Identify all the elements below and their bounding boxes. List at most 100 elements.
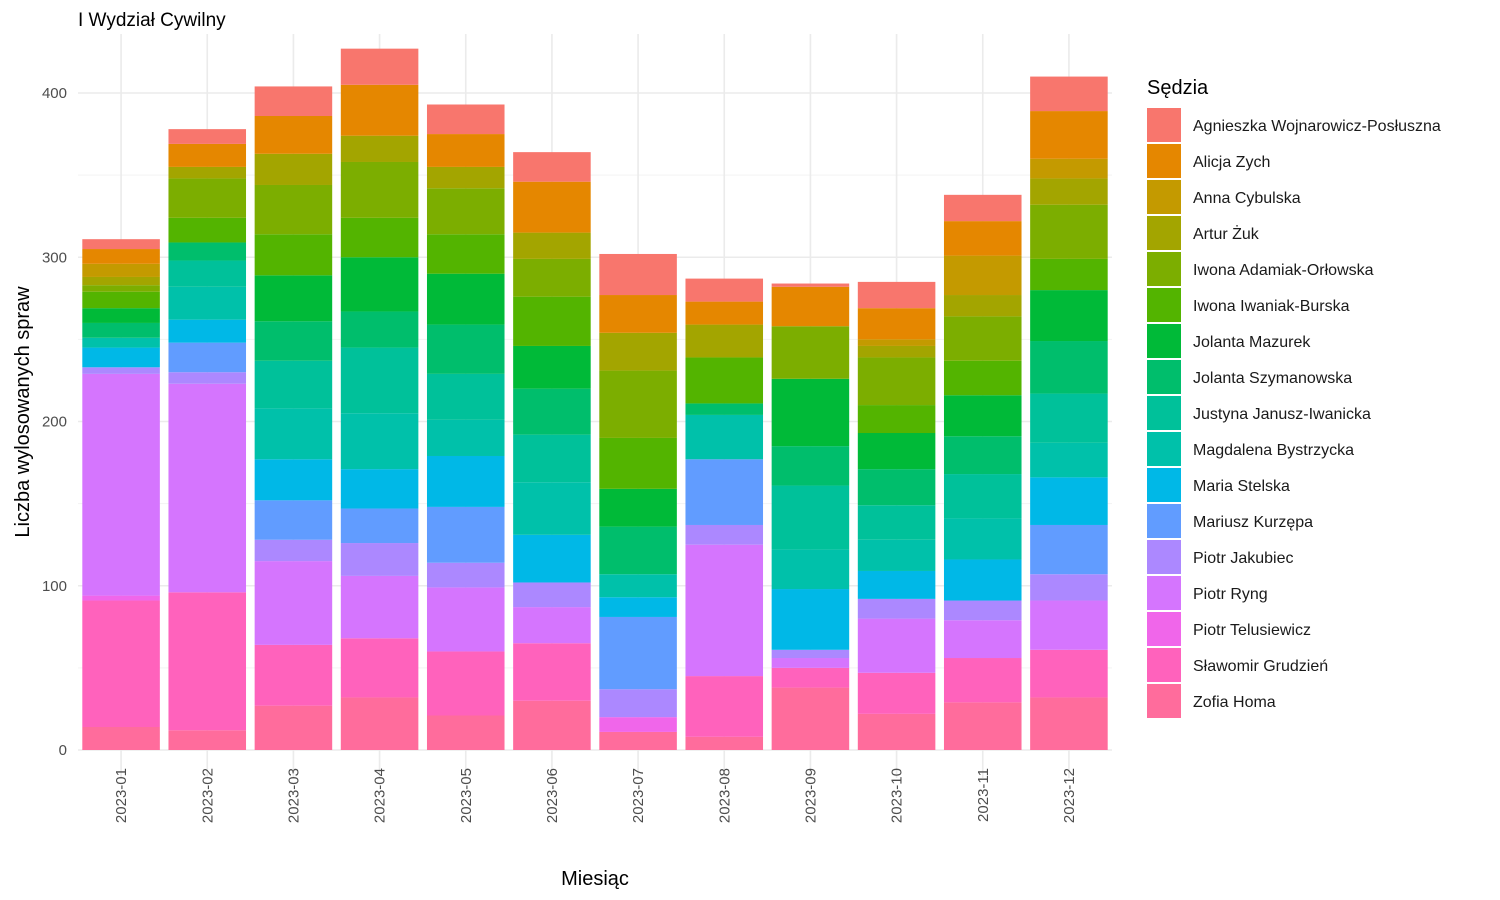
bar-segment bbox=[943, 316, 1022, 361]
bar-segment bbox=[599, 253, 677, 296]
bar-segment bbox=[82, 337, 160, 348]
bar-segment bbox=[599, 437, 677, 489]
legend-label: Magdalena Bystrzycka bbox=[1193, 442, 1354, 459]
bar-segment bbox=[857, 308, 936, 340]
bar-segment bbox=[340, 638, 419, 698]
bar-segment bbox=[254, 321, 333, 361]
bar-segment bbox=[254, 705, 333, 750]
bar-segment bbox=[1030, 158, 1108, 179]
bar-segment bbox=[771, 485, 850, 550]
bar-segment bbox=[943, 620, 1022, 659]
bar-segment bbox=[513, 152, 591, 182]
bar-segment bbox=[685, 676, 764, 737]
bar-segment bbox=[599, 488, 677, 527]
bar-segment bbox=[943, 600, 1022, 621]
bar-segment bbox=[254, 184, 333, 235]
bar-segment bbox=[254, 153, 333, 185]
legend-label: Zofia Homa bbox=[1193, 694, 1276, 711]
bar-segment bbox=[168, 383, 247, 593]
bar-segment bbox=[426, 455, 505, 507]
bar-segment bbox=[254, 234, 333, 276]
x-tick-label: 2023-11 bbox=[975, 768, 992, 822]
bar-segment bbox=[943, 436, 1022, 475]
x-tick-label: 2023-08 bbox=[716, 768, 733, 823]
bar-segment bbox=[254, 408, 333, 460]
bar-segment bbox=[943, 702, 1022, 750]
bar-segment bbox=[857, 469, 936, 506]
y-axis-title: Liczba wylosowanych spraw bbox=[12, 286, 34, 538]
bar-segment bbox=[943, 255, 1022, 296]
legend-swatch bbox=[1147, 648, 1181, 682]
bar-segment bbox=[513, 482, 591, 535]
bar-segment bbox=[599, 616, 677, 690]
bar-segment bbox=[82, 347, 160, 368]
legend-label: Anna Cybulska bbox=[1193, 190, 1301, 207]
legend-label: Piotr Telusiewicz bbox=[1193, 622, 1311, 639]
legend-title: Sędzia bbox=[1147, 77, 1209, 99]
bar-segment bbox=[254, 275, 333, 322]
bar-segment bbox=[82, 308, 160, 323]
legend-swatch bbox=[1147, 144, 1181, 178]
bar-segment bbox=[426, 134, 505, 167]
bar-segment bbox=[857, 432, 936, 470]
bar-segment bbox=[1030, 178, 1108, 205]
bar-segment bbox=[943, 518, 1022, 560]
bar-segment bbox=[426, 715, 505, 750]
bar-segment bbox=[82, 263, 160, 277]
legend-swatch bbox=[1147, 432, 1181, 466]
bar-segment bbox=[599, 526, 677, 575]
legend-label: Piotr Ryng bbox=[1193, 586, 1268, 603]
bar-segment bbox=[599, 689, 677, 718]
bar-segment bbox=[599, 574, 677, 598]
bar-segment bbox=[857, 281, 936, 309]
bar-segment bbox=[426, 587, 505, 652]
bar-segment bbox=[426, 506, 505, 563]
bar-segment bbox=[82, 239, 160, 250]
y-axis-ticks: 0 100 200 300 400 bbox=[42, 85, 67, 759]
bar-segment bbox=[254, 500, 333, 540]
bar-segment bbox=[82, 276, 160, 286]
bar-segment bbox=[426, 651, 505, 716]
legend-swatch bbox=[1147, 360, 1181, 394]
bar-segment bbox=[771, 667, 850, 688]
bar-segment bbox=[1030, 111, 1108, 159]
y-tick-label: 400 bbox=[42, 85, 67, 102]
legend-swatch bbox=[1147, 504, 1181, 538]
bar-segment bbox=[82, 322, 160, 338]
bar-segment bbox=[599, 731, 677, 750]
bar-segment bbox=[82, 595, 160, 601]
bar-segment bbox=[943, 559, 1022, 601]
bar-segment bbox=[340, 508, 419, 544]
legend-swatch bbox=[1147, 396, 1181, 430]
bar-segment bbox=[1030, 477, 1108, 525]
bar-segment bbox=[1030, 600, 1108, 650]
bar-segment bbox=[82, 285, 160, 292]
bar-segment bbox=[82, 600, 160, 728]
bar-segment bbox=[857, 570, 936, 599]
bar-segment bbox=[857, 672, 936, 714]
bar-segment bbox=[771, 687, 850, 750]
bar-segment bbox=[513, 607, 591, 644]
bar-segment bbox=[857, 539, 936, 571]
legend-swatch bbox=[1147, 288, 1181, 322]
bar-segment bbox=[168, 129, 247, 144]
bar-segment bbox=[685, 736, 764, 750]
bar-segment bbox=[513, 232, 591, 259]
bar-segment bbox=[513, 258, 591, 297]
legend: Sędzia Agnieszka Wojnarowicz-Posłuszna Al… bbox=[1147, 77, 1441, 718]
legend-label: Maria Stelska bbox=[1193, 478, 1290, 495]
bar-segment bbox=[857, 505, 936, 540]
bar-segment bbox=[1030, 574, 1108, 601]
bar-segment bbox=[771, 378, 850, 447]
bar-segment bbox=[685, 324, 764, 358]
x-tick-label: 2023-12 bbox=[1061, 768, 1078, 823]
bar-segment bbox=[426, 324, 505, 374]
legend-label: Alicja Zych bbox=[1193, 154, 1270, 171]
legend-swatch bbox=[1147, 108, 1181, 142]
bar-segment bbox=[168, 372, 247, 384]
bar-segment bbox=[943, 395, 1022, 437]
x-tick-label: 2023-03 bbox=[285, 768, 302, 823]
bar-segment bbox=[168, 319, 247, 343]
legend-swatch bbox=[1147, 576, 1181, 610]
